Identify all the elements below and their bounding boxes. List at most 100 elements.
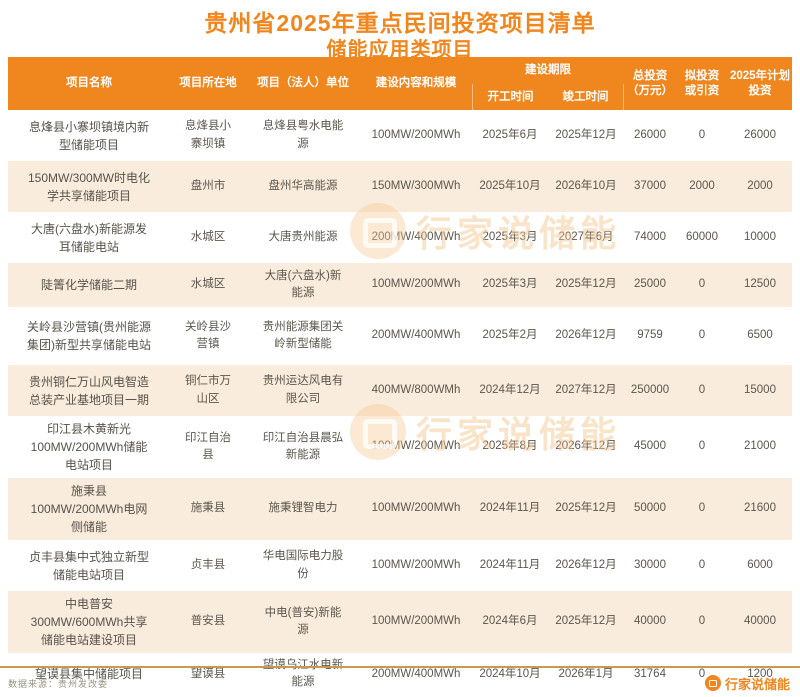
table-header: 项目名称 项目所在地 项目（法人）单位 建设内容和规模 建设期限 开工时间 竣工…: [8, 57, 792, 110]
cell-start: 2025年3月: [482, 230, 538, 243]
cell-name: 贵州铜仁万山风电智造总装产业基地项目一期: [28, 374, 149, 407]
cell-name: 关岭县沙营镇(贵州能源集团)新型共享储能电站: [27, 320, 151, 352]
cell-name: 贞丰县集中式独立新型储能电站项目: [28, 549, 149, 582]
header-location: 项目所在地: [179, 77, 237, 90]
cell-proposed: 0: [698, 667, 706, 680]
cell-scale: 200MW/400MWh: [371, 667, 461, 680]
cell-start: 2025年10月: [479, 179, 541, 192]
cell-total: 74000: [634, 230, 666, 243]
cell-scale: 100MW/200MWh: [371, 440, 461, 453]
data-source-label: 数据来源：贵州发改委: [8, 678, 109, 689]
cell-proposed: 60000: [686, 230, 718, 243]
cell-plan: 1200: [747, 667, 773, 680]
cell-total: 45000: [634, 440, 666, 453]
cell-name: 息烽县小寨坝镇境内新型储能项目: [28, 119, 149, 152]
cell-end: 2027年6月: [558, 230, 614, 243]
cell-proposed: 0: [698, 329, 706, 342]
cell-plan: 21000: [744, 440, 776, 453]
cell-scale: 100MW/200MWh: [371, 128, 461, 141]
cell-end: 2026年12月: [555, 440, 617, 453]
cell-location: 盘州市: [190, 179, 226, 192]
cell-location: 水城区: [190, 278, 226, 291]
title-line2: 储能应用类项目: [326, 39, 474, 61]
table-row: 望谟县集中储能项目 望谟县 望谟乌江水电新能源 200MW/400MWh 2024年10…: [8, 653, 792, 696]
cell-total: 37000: [634, 179, 666, 192]
table-row: 陡箐化学储能二期 水城区 大唐(六盘水)新能源 100MW/200MWh 2025年3月…: [8, 263, 792, 307]
table-row: 关岭县沙营镇(贵州能源集团)新型共享储能电站 关岭县沙营镇 贵州能源集团关岭新型储能…: [8, 307, 792, 365]
cell-proposed: 0: [698, 128, 706, 141]
cell-proposed: 0: [698, 558, 706, 571]
cell-proposed: 0: [698, 383, 706, 396]
table-row: 施秉县100MW/200MWh电网侧储能 施秉县 施秉锂智电力 100MW/200MW…: [8, 478, 792, 540]
cell-location: 贞丰县: [190, 558, 226, 571]
cell-start: 2025年8月: [482, 440, 538, 453]
cell-scale: 200MW/400MWh: [371, 230, 461, 243]
header-legal-entity: 项目（法人）单位: [257, 77, 349, 90]
header-2025-plan: 2025年计划 投资: [729, 69, 791, 97]
cell-total: 30000: [634, 558, 666, 571]
cell-name: 施秉县100MW/200MWh电网侧储能: [30, 484, 148, 534]
cell-scale: 400MW/800WMh: [371, 383, 461, 396]
cell-plan: 10000: [744, 230, 776, 243]
cell-proposed: 2000: [689, 179, 715, 192]
header-total-investment: 总投资 （万元）: [627, 69, 673, 97]
cell-plan: 21600: [744, 502, 776, 515]
cell-plan: 15000: [744, 383, 776, 396]
cell-proposed: 0: [698, 615, 706, 628]
cell-total: 31764: [634, 667, 666, 680]
cell-end: 2025年12月: [555, 278, 617, 291]
cell-unit: 华电国际电力股份: [262, 550, 344, 580]
speech-bubble-icon: [704, 675, 721, 691]
cell-plan: 2000: [747, 179, 773, 192]
cell-location: 铜仁市万山区: [185, 375, 231, 405]
cell-unit: 大唐贵州能源: [268, 230, 338, 243]
cell-unit: 施秉锂智电力: [268, 502, 338, 515]
cell-end: 2026年10月: [555, 179, 617, 192]
cell-name: 大唐(六盘水)新能源发耳储能电站: [31, 221, 147, 254]
table-row: 印江县木黄新光100MW/200MWh储能电站项目 印江自治县 印江自治县晨弘新能源…: [8, 416, 792, 478]
header-scale: 建设内容和规模: [375, 77, 457, 90]
cell-location: 息烽县小寨坝镇: [185, 120, 231, 150]
cell-unit: 望谟乌江水电新能源: [262, 659, 344, 689]
cell-total: 9759: [637, 329, 663, 342]
projects-table: 项目名称 项目所在地 项目（法人）单位 建设内容和规模 建设期限 开工时间 竣工…: [8, 57, 792, 696]
cell-proposed: 0: [698, 502, 706, 515]
cell-name: 望谟县集中储能项目: [34, 667, 143, 682]
cell-start: 2024年12月: [479, 383, 541, 396]
cell-location: 印江自治县: [185, 431, 231, 461]
cell-end: 2025年12月: [555, 128, 617, 141]
cell-name: 150MW/300MW时电化学共享储能项目: [27, 170, 151, 203]
cell-end: 2027年12月: [555, 383, 617, 396]
cell-plan: 12500: [744, 278, 776, 291]
cell-scale: 100MW/200MWh: [371, 558, 461, 571]
header-proposed-investment: 拟投资 或引资: [684, 69, 720, 97]
cell-location: 关岭县沙营镇: [185, 320, 231, 350]
cell-plan: 40000: [744, 615, 776, 628]
table-row: 息烽县小寨坝镇境内新型储能项目 息烽县小寨坝镇 息烽县粤水电能源 100MW/200M…: [8, 110, 792, 161]
header-start-date: 开工时间: [472, 84, 548, 110]
cell-location: 望谟县: [190, 667, 226, 680]
cell-proposed: 0: [698, 440, 706, 453]
header-end-date: 竣工时间: [548, 84, 624, 110]
footer: 数据来源：贵州发改委 行家说储能: [0, 669, 800, 697]
cell-plan: 6500: [747, 329, 773, 342]
cell-scale: 100MW/200MWh: [371, 278, 461, 291]
cell-location: 水城区: [190, 230, 226, 243]
cell-scale: 100MW/200MWh: [371, 502, 461, 515]
table-row: 贵州铜仁万山风电智造总装产业基地项目一期 铜仁市万山区 贵州运达风电有限公司 400M…: [8, 365, 792, 416]
header-construction-period: 建设期限: [525, 64, 571, 77]
header-project-name: 项目名称: [66, 77, 112, 90]
cell-total: 25000: [634, 278, 666, 291]
cell-unit: 贵州运达风电有限公司: [262, 375, 344, 405]
cell-total: 50000: [634, 502, 666, 515]
title-line1: 贵州省2025年重点民间投资项目清单: [204, 10, 596, 36]
cell-name: 陡箐化学储能二期: [40, 278, 137, 292]
cell-unit: 息烽县粤水电能源: [262, 120, 344, 150]
cell-unit: 盘州华高能源: [268, 179, 338, 192]
brand-name: 行家说储能: [724, 676, 790, 692]
cell-end: 2026年12月: [555, 329, 617, 342]
page-title: 贵州省2025年重点民间投资项目清单 储能应用类项目: [0, 0, 800, 62]
cell-location: 普安县: [190, 615, 226, 628]
cell-unit: 贵州能源集团关岭新型储能: [262, 320, 344, 350]
